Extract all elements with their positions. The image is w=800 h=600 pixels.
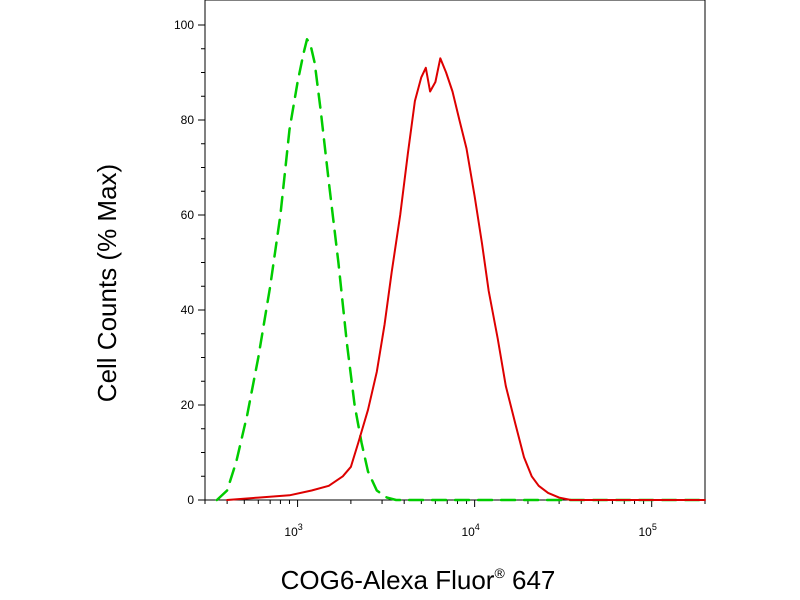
x-tick-label: 104 bbox=[461, 522, 479, 539]
y-tick-label: 60 bbox=[181, 208, 195, 222]
series-layer bbox=[215, 38, 707, 502]
y-tick-label: 40 bbox=[181, 303, 195, 317]
y-tick-label: 20 bbox=[181, 398, 195, 412]
x-axis-title-tail: 647 bbox=[505, 565, 556, 595]
x-axis-title-registered-mark: ® bbox=[494, 565, 505, 581]
y-tick-label: 0 bbox=[187, 493, 194, 507]
x-tick-label: 105 bbox=[639, 522, 657, 539]
plot-frame bbox=[204, 0, 706, 501]
x-axis-title: COG6-Alexa Fluor® 647 bbox=[281, 565, 556, 595]
isotype-control-curve bbox=[215, 38, 707, 502]
axis-titles: Cell Counts (% Max) COG6-Alexa Fluor® 64… bbox=[92, 164, 555, 595]
y-tick-label: 100 bbox=[174, 18, 194, 32]
x-tick-label: 103 bbox=[284, 522, 302, 539]
axes: 0 20 40 60 80 100 103 104 105 bbox=[174, 0, 706, 539]
y-axis-title: Cell Counts (% Max) bbox=[92, 164, 122, 402]
sample-curve bbox=[226, 57, 706, 501]
x-axis-title-main: COG6-Alexa Fluor bbox=[281, 565, 495, 595]
y-tick-label: 80 bbox=[181, 113, 195, 127]
